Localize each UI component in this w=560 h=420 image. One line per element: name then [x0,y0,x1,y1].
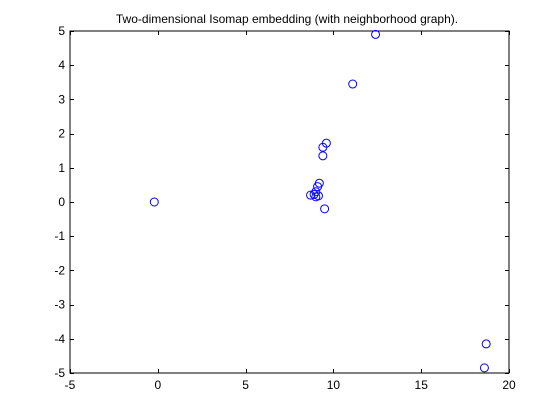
data-point [481,339,491,349]
plot-frame [69,30,510,374]
y-tick-label: 3 [58,92,65,106]
data-point [309,189,319,199]
y-tick-label: 4 [58,58,65,72]
y-tick-label: -4 [54,332,65,346]
x-tick-label: -5 [65,378,76,392]
x-tick-label: 15 [415,378,429,392]
data-point [149,197,159,207]
chart-title: Two-dimensional Isomap embedding (with n… [116,12,458,26]
y-tick-label: 0 [58,195,65,209]
y-axis: -5 -4 -3 -2 -1 0 1 2 3 4 5 [54,24,509,380]
data-points [149,29,491,373]
x-tick-label: 20 [502,378,516,392]
x-tick-label: 10 [327,378,341,392]
x-tick-label: 0 [154,378,161,392]
data-point [313,191,323,201]
y-tick-label: -2 [54,263,65,277]
x-tick-label: 5 [242,378,249,392]
data-point [318,142,328,152]
y-tick-label: 1 [58,161,65,175]
x-axis: -5 0 5 10 15 20 [65,31,516,392]
y-tick-label: 2 [58,127,65,141]
y-tick-label: 5 [58,24,65,38]
y-tick-label: -3 [54,298,65,312]
data-point [479,363,489,373]
data-point [313,182,323,192]
data-point [320,204,330,214]
y-tick-label: -5 [54,366,65,380]
data-point [318,151,328,161]
data-point [348,79,358,89]
y-tick-label: -1 [54,229,65,243]
data-point [371,29,381,39]
axes-box [69,30,510,374]
